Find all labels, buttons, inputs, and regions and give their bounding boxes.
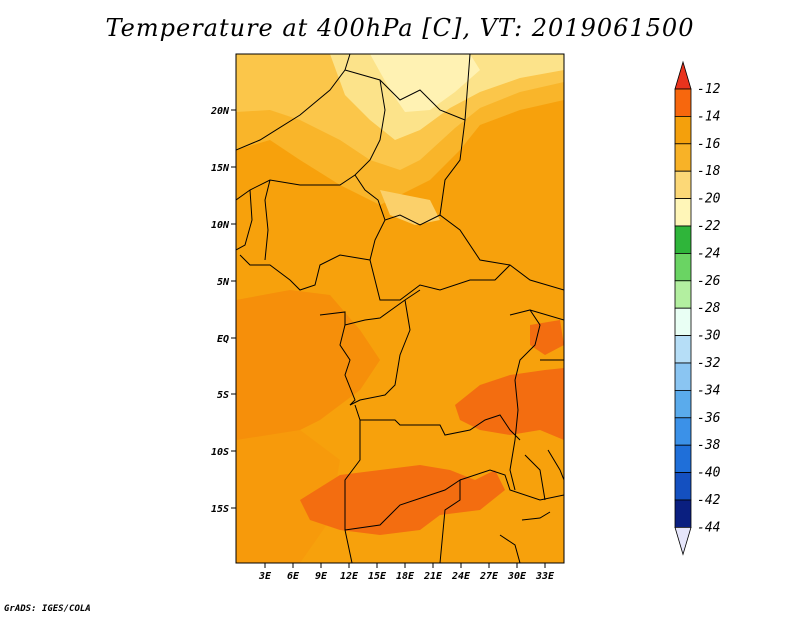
chart-title: Temperature at 400hPa [C], VT: 201906150… — [105, 14, 695, 42]
colorbar-segment — [674, 225, 692, 254]
colorbar-label: -14 — [697, 109, 720, 124]
colorbar-label: -22 — [697, 219, 721, 234]
colorbar-segment — [674, 527, 692, 556]
lat-tick-label: 15N — [211, 163, 230, 174]
colorbar-label: -38 — [697, 438, 721, 453]
colorbar-segment — [674, 389, 692, 419]
lat-tick-label: 5N — [217, 277, 230, 288]
colorbar-label: -16 — [697, 137, 721, 152]
colorbar-segment — [674, 60, 692, 90]
colorbar-segment — [674, 417, 692, 446]
colorbar-segment — [674, 499, 692, 528]
colorbar-segment — [674, 252, 692, 282]
lon-tick-label: 24E — [451, 571, 471, 582]
colorbar: -12 -14 -16 -18 -20 -22 -24 -26 -28 -30 -32 -34 -36 -… — [674, 60, 721, 556]
field-patch-sw — [236, 430, 340, 563]
colorbar-segment — [674, 143, 692, 172]
colorbar-label: -26 — [697, 274, 721, 289]
lon-tick-label: 9E — [315, 571, 328, 582]
border-6 — [239, 254, 371, 291]
border-14 — [529, 309, 564, 321]
temperature-field — [236, 54, 564, 563]
border-12 — [349, 299, 411, 406]
colorbar-segment — [674, 362, 692, 391]
lon-tick-label: 33E — [535, 571, 555, 582]
lat-tick-label: 10N — [211, 220, 230, 231]
colorbar-label: -42 — [697, 493, 721, 508]
lon-tick-label: 15E — [368, 571, 387, 582]
lat-axis: 20N 15N 10N 5N EQ 5S 10S 15S — [210, 106, 236, 515]
border-17 — [344, 420, 361, 563]
colorbar-label: -24 — [697, 246, 720, 261]
colorbar-segment — [674, 307, 692, 337]
border-20 — [509, 379, 519, 491]
lat-tick-label: EQ — [217, 334, 229, 345]
lon-tick-label: 12E — [340, 571, 359, 582]
lon-tick-label: 18E — [396, 571, 415, 582]
border-5 — [369, 214, 511, 301]
colorbar-label: -32 — [697, 356, 721, 371]
lat-tick-label: 20N — [210, 106, 230, 117]
colorbar-segment — [674, 198, 692, 227]
field-patch-12-south — [300, 465, 505, 535]
border-18 — [344, 479, 461, 563]
lon-tick-label: 3E — [258, 571, 272, 582]
credit-label: GrADS: IGES/COLA — [4, 604, 91, 614]
border-11 — [339, 324, 356, 406]
border-7 — [264, 179, 271, 261]
colorbar-segment — [674, 280, 692, 309]
lon-tick-label: 21E — [423, 571, 443, 582]
map-frame — [235, 53, 565, 564]
border-16 — [354, 404, 521, 441]
country-borders — [236, 54, 564, 563]
colorbar-segment — [674, 88, 692, 117]
lon-tick-label: 27E — [479, 571, 499, 582]
lat-tick-label: 15S — [211, 504, 229, 515]
colorbar-label: -34 — [697, 383, 720, 398]
lon-tick-label: 6E — [287, 571, 300, 582]
border-8 — [236, 189, 253, 251]
colorbar-label: -20 — [697, 192, 721, 207]
border-21 — [524, 454, 546, 501]
colorbar-label: -12 — [697, 82, 721, 97]
colorbar-label: -36 — [697, 411, 721, 426]
border-9 — [354, 174, 386, 221]
lat-tick-label: 10S — [211, 447, 229, 458]
field-patch-12-lakes — [530, 320, 564, 355]
border-23 — [499, 534, 521, 563]
border-19 — [459, 469, 564, 501]
colorbar-segment — [674, 472, 692, 501]
colorbar-segment — [674, 116, 692, 145]
lon-tick-label: 30E — [507, 571, 527, 582]
colorbar-segment — [674, 335, 692, 364]
colorbar-label: -18 — [697, 164, 721, 179]
lon-axis: 3E 6E 9E 12E 15E 18E 21E 24E 27E 30E 33E — [258, 563, 555, 582]
colorbar-segment — [674, 170, 692, 199]
colorbar-label: -40 — [697, 466, 721, 481]
border-22 — [521, 511, 551, 521]
border-1 — [236, 54, 351, 151]
border-24 — [547, 449, 564, 481]
lat-tick-label: 5S — [217, 390, 229, 401]
border-3 — [236, 79, 386, 201]
colorbar-label: -44 — [697, 520, 720, 535]
colorbar-label: -28 — [697, 301, 721, 316]
colorbar-segment — [674, 444, 692, 474]
border-4 — [439, 119, 564, 291]
border-13 — [509, 309, 541, 381]
colorbar-label: -30 — [697, 329, 721, 344]
